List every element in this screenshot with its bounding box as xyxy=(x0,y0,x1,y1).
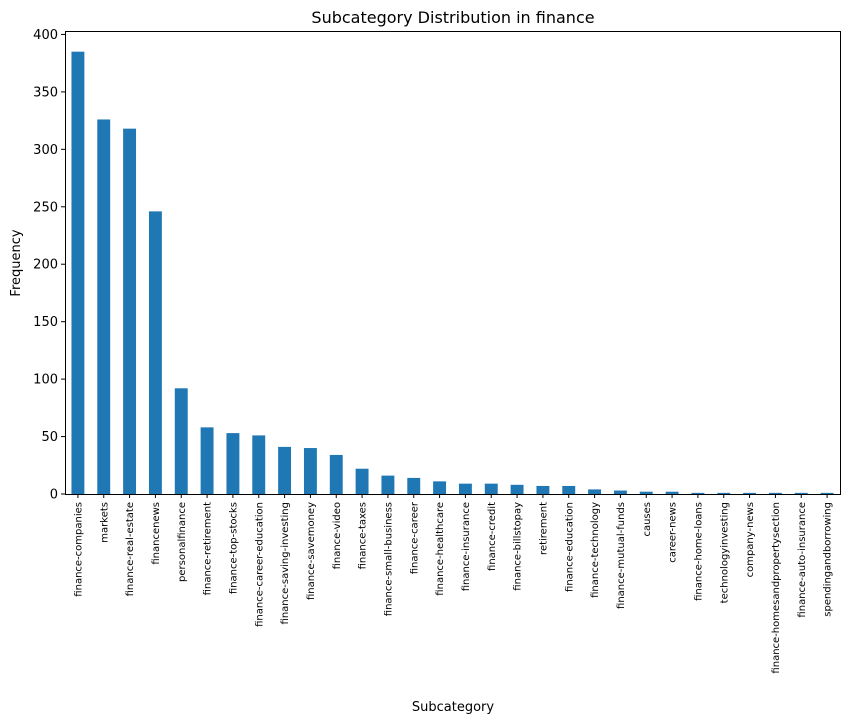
x-tick-label: finance-auto-insurance xyxy=(797,502,808,618)
bar-finance-insurance xyxy=(458,483,472,494)
x-tick-label: finance-small-business xyxy=(383,502,394,616)
x-tick-label: finance-technology xyxy=(590,502,601,598)
x-tick-label: finance-career xyxy=(409,501,420,574)
bar-finance-career-education xyxy=(252,435,266,494)
bar-personalfinance xyxy=(174,388,188,494)
x-tick-label: finance-video xyxy=(332,502,343,569)
bar-career-news xyxy=(665,491,679,494)
bar-finance-companies xyxy=(71,51,85,494)
chart-title: Subcategory Distribution in finance xyxy=(311,8,594,27)
x-tick-label: finance-billstopay xyxy=(513,502,524,591)
x-tick-label: finance-saving-investing xyxy=(280,502,291,624)
bar-finance-savemoney xyxy=(303,448,317,494)
y-axis-label: Frequency xyxy=(9,229,24,296)
bar-finance-retirement xyxy=(200,427,214,494)
bar-spendingandborrowing xyxy=(820,492,834,494)
x-tick-label: finance-credit xyxy=(487,502,498,571)
x-tick-label: spendingandborrowing xyxy=(823,502,834,617)
y-tick-label: 250 xyxy=(33,200,58,215)
bar-finance-technology xyxy=(588,489,602,494)
y-tick-label: 150 xyxy=(33,315,58,330)
bar-finance-real-estate xyxy=(123,128,137,494)
bar-finance-education xyxy=(562,485,576,494)
bars-group xyxy=(71,51,834,494)
y-axis: 0 50 100 150 200 250 300 350 400 xyxy=(33,28,65,503)
bar-finance-saving-investing xyxy=(278,446,292,494)
x-tick-label: finance-homesandpropertysection xyxy=(771,502,782,674)
bar-finance-small-business xyxy=(381,475,395,494)
bar-retirement xyxy=(536,485,550,494)
x-tick-label: finance-education xyxy=(564,502,575,592)
bar-markets xyxy=(97,119,111,494)
y-tick-label: 400 xyxy=(33,28,58,43)
x-tick-label: finance-home-loans xyxy=(693,502,704,601)
y-tick-label: 100 xyxy=(33,373,58,388)
y-tick-label: 300 xyxy=(33,143,58,158)
x-axis-label: Subcategory xyxy=(412,700,495,715)
bar-causes xyxy=(639,491,653,494)
x-tick-label: company-news xyxy=(745,502,756,577)
x-tick-label: finance-mutual-funds xyxy=(616,502,627,609)
x-tick-label: personalfinance xyxy=(177,502,188,582)
x-tick-label: finance-taxes xyxy=(358,502,369,569)
bar-finance-home-loans xyxy=(691,492,705,494)
bar-company-news xyxy=(743,492,757,494)
bar-finance-credit xyxy=(484,483,498,494)
bar-finance-mutual-funds xyxy=(613,490,627,494)
x-axis: finance-companies markets finance-real-est… xyxy=(73,494,834,674)
y-tick-label: 350 xyxy=(33,85,58,100)
x-tick-label: career-news xyxy=(668,502,679,563)
x-tick-label: finance-companies xyxy=(73,502,84,597)
x-tick-label: finance-top-stocks xyxy=(228,502,239,594)
bar-technologyinvesting xyxy=(717,492,731,494)
bar-finance-career xyxy=(407,477,421,494)
bar-finance-top-stocks xyxy=(226,433,240,494)
bar-finance-healthcare xyxy=(433,481,447,494)
x-tick-label: markets xyxy=(99,502,110,543)
x-tick-label: finance-savemoney xyxy=(306,502,317,600)
y-tick-label: 200 xyxy=(33,258,58,273)
x-tick-label: finance-insurance xyxy=(461,502,472,591)
y-tick-label: 50 xyxy=(41,430,58,445)
x-tick-label: finance-real-estate xyxy=(125,502,136,596)
bar-finance-homesandpropertysection xyxy=(768,492,782,494)
x-tick-label: finance-retirement xyxy=(203,502,214,595)
x-tick-label: financenews xyxy=(151,502,162,565)
bar-finance-video xyxy=(329,454,343,494)
bar-finance-billstopay xyxy=(510,484,524,494)
x-tick-label: retirement xyxy=(538,502,549,555)
bar-finance-taxes xyxy=(355,468,369,494)
y-tick-label: 0 xyxy=(50,488,58,503)
x-tick-label: technologyinvesting xyxy=(719,502,730,603)
x-tick-label: finance-career-education xyxy=(254,502,265,627)
x-tick-label: finance-healthcare xyxy=(435,502,446,596)
x-tick-label: causes xyxy=(642,502,653,537)
bar-finance-auto-insurance xyxy=(794,492,808,494)
bar-financenews xyxy=(148,211,162,494)
plot-frame xyxy=(65,31,841,495)
